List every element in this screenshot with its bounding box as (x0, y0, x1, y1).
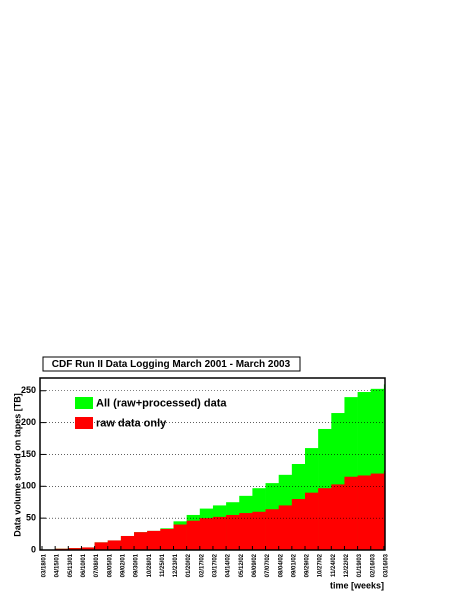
step-bar (94, 542, 109, 550)
chart-title: CDF Run II Data Logging March 2001 - Mar… (52, 359, 291, 370)
y-tick-label: 200 (21, 417, 36, 427)
x-tick-label: 09/02/01 (120, 553, 126, 577)
x-tick-label: 09/29/02 (305, 553, 311, 577)
x-tick-label: 11/24/02 (331, 553, 337, 577)
x-tick-label: 02/16/03 (370, 553, 376, 577)
y-tick-label: 50 (26, 513, 36, 523)
x-axis-label: time [weeks] (330, 580, 384, 590)
step-bar (107, 540, 122, 550)
step-bar (252, 511, 266, 550)
x-tick-label: 12/23/01 (173, 553, 179, 577)
step-bar (173, 524, 187, 550)
step-bar (239, 513, 253, 550)
step-bar (160, 528, 174, 550)
x-tick-label: 08/04/02 (278, 553, 284, 577)
legend-label: All (raw+processed) data (96, 397, 227, 409)
x-tick-label: 11/25/01 (160, 553, 166, 577)
step-bar (278, 505, 293, 550)
plot-frame (39, 377, 386, 551)
x-tick-label: 03/18/01 (42, 553, 48, 577)
step-bar (186, 520, 201, 550)
x-tick-label: 03/17/02 (213, 553, 219, 577)
step-bar (212, 516, 227, 550)
x-tick-label: 12/22/02 (344, 553, 350, 577)
legend-swatch (75, 397, 93, 409)
title-box (42, 356, 301, 372)
step-bar (291, 499, 306, 550)
step-bar (331, 484, 345, 550)
step-bar (344, 476, 358, 550)
x-tick-label: 05/12/02 (239, 553, 245, 577)
x-tick-label: 04/15/01 (55, 553, 61, 577)
x-tick-label: 09/30/01 (134, 553, 140, 577)
x-tick-label: 05/13/01 (68, 553, 74, 577)
legend-swatch (75, 417, 93, 429)
y-tick-label: 0 (31, 544, 36, 554)
step-bar (370, 473, 385, 550)
y-tick-label: 100 (21, 481, 36, 491)
step-bar (199, 518, 214, 550)
step-bar (226, 514, 240, 550)
legend-label: raw data only (96, 417, 167, 429)
x-tick-label: 08/05/01 (107, 553, 113, 577)
step-bar (147, 530, 161, 550)
step-bar (120, 535, 135, 550)
step-bar (265, 509, 279, 550)
y-tick-label: 250 (21, 385, 36, 395)
x-tick-label: 09/01/02 (291, 553, 297, 577)
x-tick-label: 10/27/02 (318, 553, 324, 577)
x-tick-label: 03/16/03 (383, 553, 389, 577)
x-tick-label: 07/07/02 (265, 553, 271, 577)
x-tick-label: 01/20/02 (186, 553, 192, 577)
x-tick-label: 06/10/01 (81, 553, 87, 577)
y-tick-label: 150 (21, 449, 36, 459)
step-bar (81, 547, 95, 550)
x-tick-label: 04/14/02 (226, 553, 232, 577)
x-tick-label: 10/28/01 (147, 553, 153, 577)
x-tick-label: 07/08/01 (94, 553, 100, 577)
step-bar (318, 488, 332, 550)
step-bar (305, 492, 319, 550)
x-tick-label: 01/19/03 (357, 553, 363, 577)
y-axis-label: Data volume stored on tapes [TB] (12, 393, 22, 537)
step-bar (134, 532, 148, 550)
x-tick-label: 02/17/02 (199, 553, 205, 577)
x-tick-label: 06/09/02 (252, 553, 258, 577)
step-bar (68, 548, 82, 550)
step-bar (357, 475, 372, 550)
